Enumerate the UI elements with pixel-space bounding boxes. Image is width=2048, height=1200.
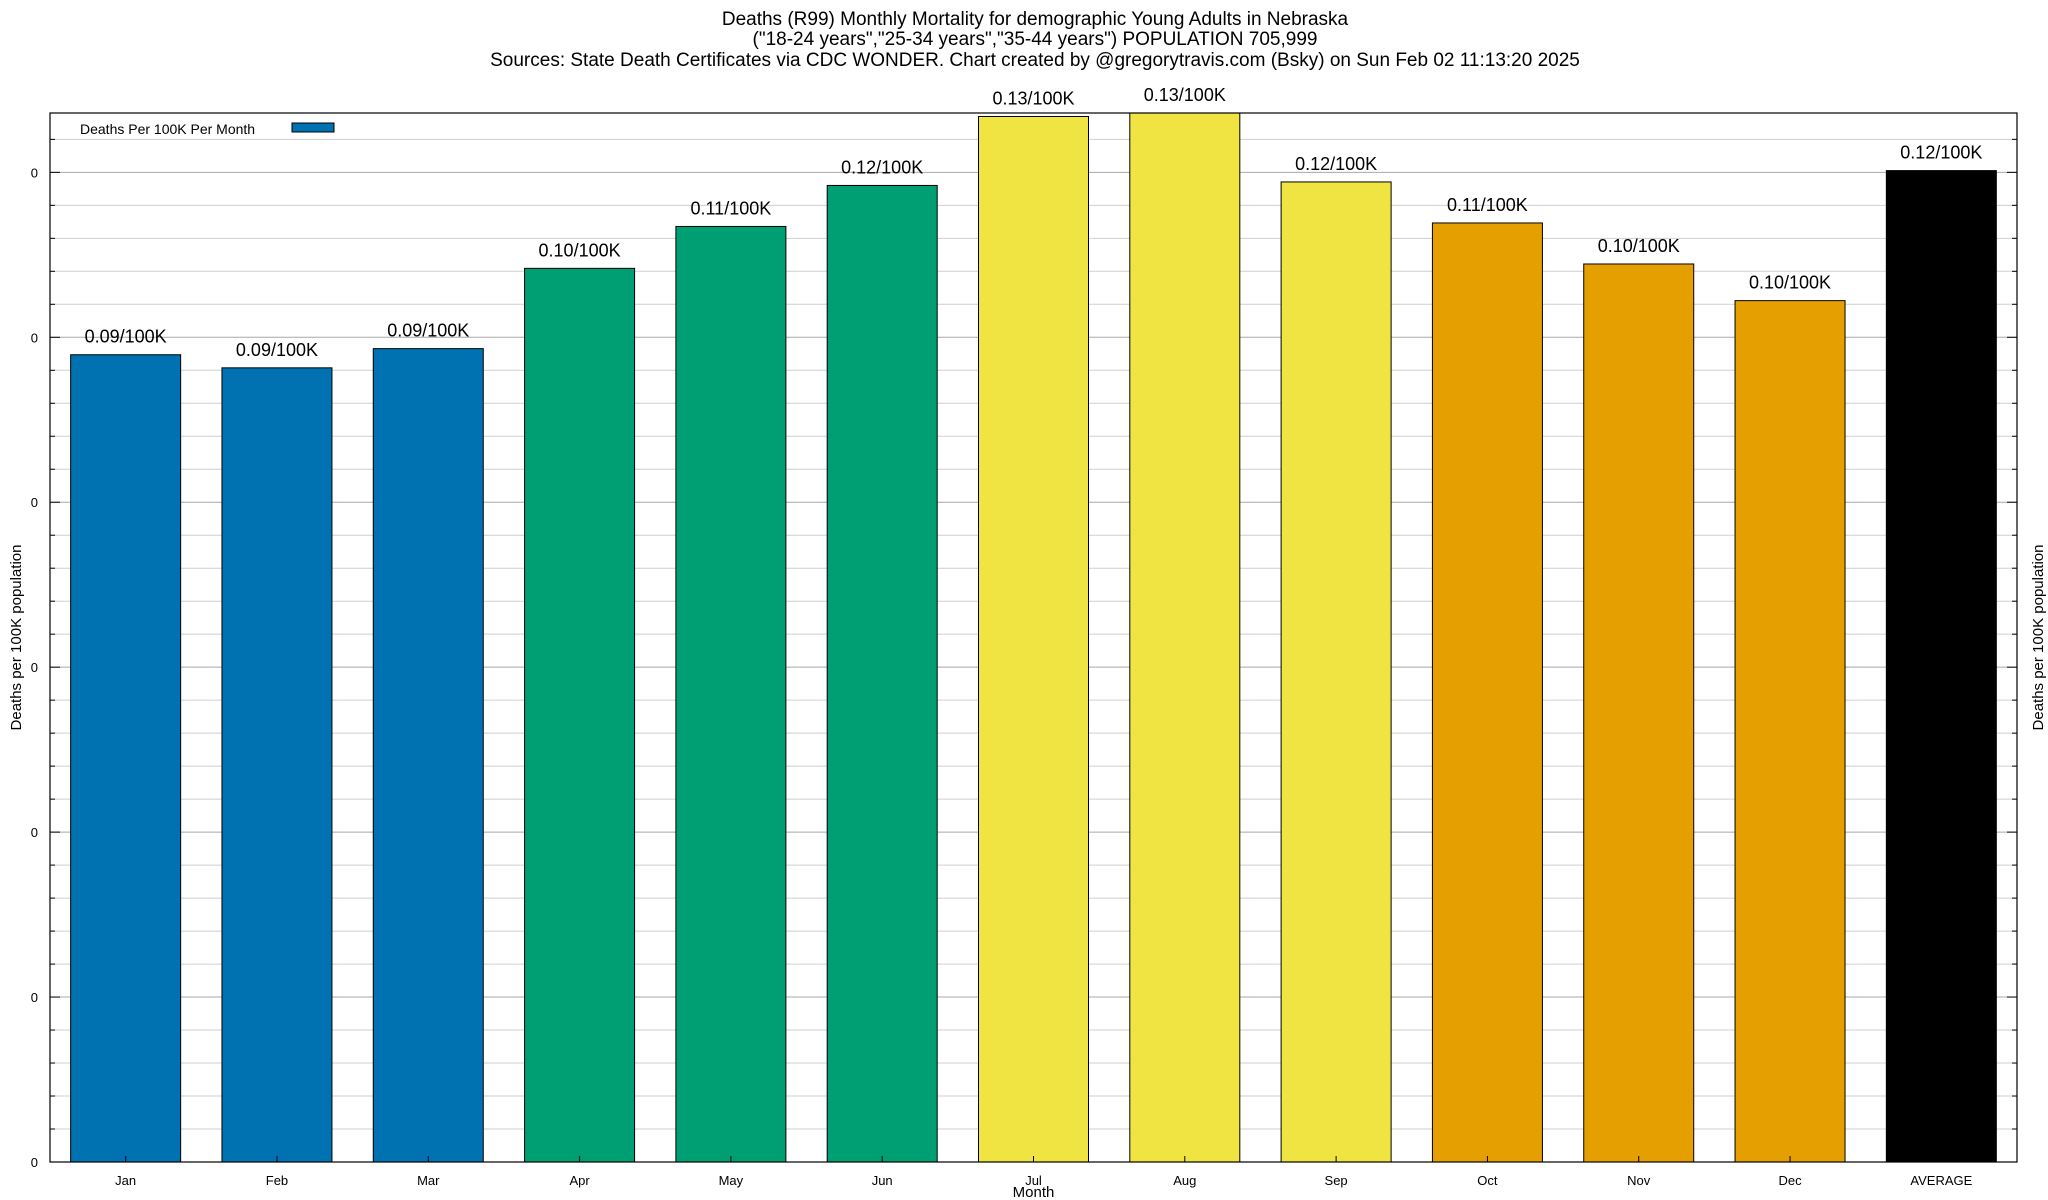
x-tick-label: Sep [1325, 1173, 1348, 1188]
bar-value-label: 0.10/100K [1598, 236, 1680, 256]
y-tick-label: 0 [31, 660, 38, 675]
x-axis-label: Month [1013, 1184, 1055, 1200]
bar-value-label: 0.11/100K [691, 198, 772, 218]
bar-value-label: 0.13/100K [992, 88, 1074, 108]
x-tick-label: AVERAGE [1910, 1173, 1972, 1188]
bar-value-label: 0.12/100K [841, 157, 923, 177]
y-tick-label: 0 [31, 825, 38, 840]
x-tick-label: Jun [872, 1173, 893, 1188]
x-tick-label: Mar [417, 1173, 440, 1188]
y-tick-label: 0 [31, 495, 38, 510]
bar-value-label: 0.10/100K [539, 240, 621, 260]
bar-mar [372, 348, 484, 1163]
bar-jan [70, 354, 182, 1163]
y-tick-label: 0 [31, 1155, 38, 1170]
x-tick-label: Aug [1173, 1173, 1196, 1188]
legend-label: Deaths Per 100K Per Month [80, 121, 255, 137]
bar-nov [1583, 263, 1695, 1163]
bar-value-label: 0.09/100K [387, 321, 469, 341]
bar-feb [221, 367, 333, 1163]
chart-title-line-2: ("18-24 years","25-34 years","35-44 year… [753, 29, 1318, 50]
y2-axis-label: Deaths per 100K population [2030, 545, 2047, 731]
x-tick-label: Oct [1477, 1173, 1498, 1188]
bar-jul [978, 115, 1089, 1163]
bar-jun [826, 184, 938, 1163]
bar-aug [1129, 112, 1241, 1163]
x-tick-label: Nov [1627, 1173, 1651, 1188]
y-axis-label: Deaths per 100K population [8, 545, 25, 731]
y-tick-label: 0 [31, 165, 38, 180]
bar-apr [524, 267, 636, 1163]
x-tick-label: Jan [115, 1173, 136, 1188]
bar-sep [1280, 181, 1392, 1163]
bar-value-label: 0.11/100K [1447, 195, 1528, 215]
plot-border [49, 112, 2018, 1163]
bar-value-label: 0.09/100K [85, 327, 167, 347]
bar-value-label: 0.12/100K [1900, 143, 1982, 163]
x-tick-label: Jul [1025, 1173, 1042, 1188]
chart-title-line-3: Sources: State Death Certificates via CD… [490, 50, 1580, 71]
y-tick-label: 0 [31, 990, 38, 1005]
bar-value-label: 0.13/100K [1144, 85, 1226, 105]
bar-value-label: 0.09/100K [236, 340, 318, 360]
bar-may [675, 225, 787, 1163]
chart-title-line-1: Deaths (R99) Monthly Mortality for demog… [722, 9, 1349, 30]
bar-average [1885, 170, 1997, 1163]
y-tick-label: 0 [31, 330, 38, 345]
x-tick-label: Apr [569, 1173, 590, 1188]
legend-swatch [291, 122, 335, 133]
bar-value-label: 0.12/100K [1295, 154, 1377, 174]
x-tick-label: Dec [1778, 1173, 1802, 1188]
x-tick-label: May [719, 1173, 744, 1188]
x-tick-label: Feb [266, 1173, 288, 1188]
bar-oct [1431, 222, 1543, 1163]
bar-value-label: 0.10/100K [1749, 273, 1831, 293]
bar-dec [1734, 300, 1846, 1163]
